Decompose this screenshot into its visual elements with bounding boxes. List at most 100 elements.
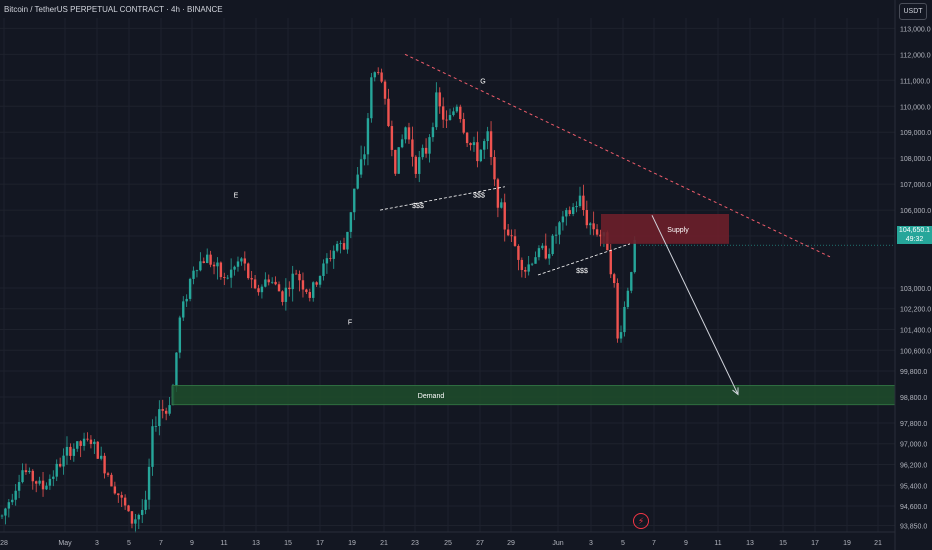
liquidity-label: $$$ xyxy=(412,203,424,210)
candle-body xyxy=(192,270,195,279)
candle-body xyxy=(226,277,229,279)
candle-body xyxy=(503,202,506,230)
candle-body xyxy=(182,301,185,318)
y-tick-label: 101,400.0 xyxy=(900,328,931,335)
candle-body xyxy=(541,245,544,249)
candle-body xyxy=(483,141,486,150)
y-tick-label: 97,800.0 xyxy=(900,421,927,428)
candle-body xyxy=(240,258,243,262)
candle-body xyxy=(233,266,236,270)
point-label: E xyxy=(234,193,239,200)
candle-body xyxy=(561,216,565,223)
candle-body xyxy=(236,261,240,267)
candle-body xyxy=(479,149,482,162)
candle-body xyxy=(476,142,479,162)
candle-body xyxy=(619,332,623,339)
candle-body xyxy=(305,289,308,293)
candle-body xyxy=(489,131,493,158)
candle-body xyxy=(325,258,329,264)
y-tick-label: 102,200.0 xyxy=(900,307,931,314)
candle-body xyxy=(397,147,400,174)
candle-body xyxy=(595,229,599,235)
candle-body xyxy=(431,127,435,138)
candles xyxy=(0,67,636,533)
candle-body xyxy=(52,476,55,479)
supply-zone-label: Supply xyxy=(667,227,689,234)
candle-body xyxy=(229,269,233,278)
candle-body xyxy=(294,273,298,275)
candle-body xyxy=(14,490,17,500)
candle-body xyxy=(626,290,630,307)
candle-body xyxy=(441,106,445,120)
x-tick-label: 19 xyxy=(843,540,851,547)
candle-body xyxy=(390,126,394,150)
candle-body xyxy=(537,248,541,258)
candle-body xyxy=(363,154,366,160)
candle-body xyxy=(599,234,602,237)
candle-body xyxy=(592,223,595,230)
candle-body xyxy=(69,446,72,456)
y-tick-label: 113,000.0 xyxy=(900,26,931,33)
candle-body xyxy=(7,502,11,509)
candle-body xyxy=(301,280,305,290)
candle-body xyxy=(517,245,520,260)
candle-body xyxy=(387,98,390,127)
candle-body xyxy=(322,263,325,276)
liquidity-line xyxy=(379,186,506,211)
y-tick-label: 110,000.0 xyxy=(900,104,931,111)
candle-body xyxy=(17,482,21,491)
candle-body xyxy=(178,317,182,353)
candle-body xyxy=(41,480,45,490)
candle-body xyxy=(127,505,130,512)
x-tick-label: May xyxy=(58,540,72,547)
candle-body xyxy=(373,72,376,78)
point-label: G xyxy=(480,78,485,85)
candle-body xyxy=(35,481,38,484)
bar-countdown: 49:32 xyxy=(905,236,924,243)
y-tick-label: 97,000.0 xyxy=(900,442,927,449)
candle-body xyxy=(103,455,106,474)
candle-body xyxy=(86,438,89,440)
candle-body xyxy=(277,284,281,292)
currency-button[interactable]: USDT xyxy=(899,3,927,20)
candle-body xyxy=(48,478,52,486)
candle-body xyxy=(582,195,585,211)
x-tick-label: 7 xyxy=(652,540,656,547)
y-tick-label: 93,850.0 xyxy=(900,524,927,531)
candle-body xyxy=(428,137,431,154)
candle-body xyxy=(383,81,387,99)
projection-arrow-head xyxy=(732,387,739,396)
candle-body xyxy=(260,286,264,293)
candle-body xyxy=(380,72,383,82)
y-tick-label: 100,600.0 xyxy=(900,348,931,355)
candle-body xyxy=(469,143,472,146)
candle-body xyxy=(113,486,117,494)
candle-body xyxy=(195,270,199,272)
candle-body xyxy=(589,223,592,226)
candle-body xyxy=(329,258,332,259)
candle-body xyxy=(161,409,164,411)
candle-body xyxy=(147,466,151,500)
liquidity-label: $$$ xyxy=(473,193,485,200)
time-axis[interactable]: 28 May 3 5 7 9 11 13 15 17 19 21 23 25 27 29 Jun 3 5 7 9 11 13… xyxy=(0,531,895,547)
lightning-icon[interactable]: ⚡ xyxy=(633,513,649,529)
candle-body xyxy=(24,470,28,473)
candle-body xyxy=(609,250,612,275)
chart-title: Bitcoin / TetherUS PERPETUAL CONTRACT · … xyxy=(4,5,223,14)
candle-body xyxy=(4,508,7,516)
candle-body xyxy=(82,438,86,446)
candle-body xyxy=(496,179,500,208)
x-tick-label: 5 xyxy=(127,540,131,547)
candle-body xyxy=(359,159,363,175)
candle-body xyxy=(99,455,103,459)
candle-body xyxy=(612,274,616,284)
candle-body xyxy=(534,257,537,264)
candle-body xyxy=(253,279,257,289)
candle-body xyxy=(11,499,14,503)
candle-body xyxy=(212,264,216,267)
candle-body xyxy=(530,263,534,265)
candle-body xyxy=(117,493,120,496)
